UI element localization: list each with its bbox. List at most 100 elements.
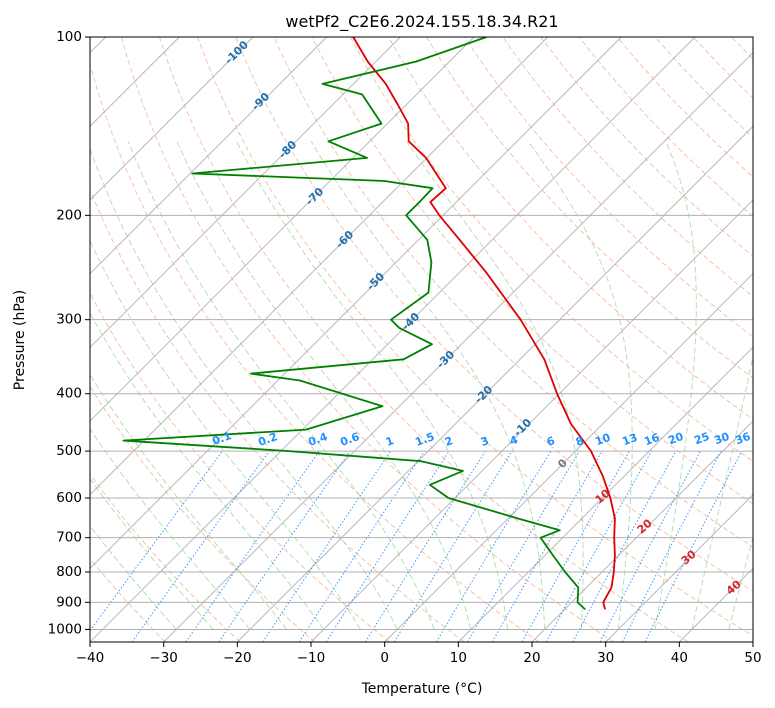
mixing-ratio-label: 16 (642, 431, 661, 449)
dry-adiabat-line (90, 292, 390, 642)
isotherm-line (90, 37, 548, 496)
mixing-ratio-line (90, 450, 223, 632)
mixing-ratio-label: 2 (443, 434, 455, 449)
mixing-ratio-label: 36 (733, 430, 752, 448)
mixing-ratio-line (325, 450, 450, 642)
mixing-ratio-line (364, 450, 486, 642)
isotherm-line (90, 37, 327, 275)
x-tick-label: 20 (523, 650, 540, 666)
mixing-ratio-line (644, 450, 743, 642)
mixing-ratio-line (545, 450, 653, 642)
dewpoint-profile-line (122, 37, 586, 611)
y-tick-label: 1000 (48, 621, 82, 637)
dry-adiabat-line (90, 188, 465, 642)
mixing-ratio-label: 1 (384, 434, 396, 449)
dry-adiabat-line (464, 37, 753, 338)
x-tick-label: 10 (450, 650, 467, 666)
mixing-ratio-line (435, 450, 552, 642)
y-tick-label: 400 (56, 386, 82, 402)
dry-adiabat-line (159, 37, 689, 642)
mixing-ratio-line (218, 450, 351, 642)
dry-adiabat-line (235, 37, 753, 592)
mixing-ratio-label: 3 (479, 434, 491, 449)
x-axis-label: Temperature (°C) (361, 681, 483, 697)
isotherm-line (237, 125, 753, 642)
pressure-gridlines (90, 37, 753, 630)
isotherm-line (531, 420, 753, 642)
dry-adiabat-line (273, 37, 753, 548)
y-tick-label: 600 (56, 490, 82, 506)
x-tick-label: 50 (744, 650, 761, 666)
y-tick-label: 800 (56, 564, 82, 580)
sounding-profiles (122, 37, 616, 611)
moist-adiabat-line (406, 141, 584, 630)
chart-title: wetPf2_C2E6.2024.155.18.34.R21 (285, 12, 558, 32)
isotherm-line (90, 37, 475, 422)
mixing-ratio-label: 1.5 (413, 430, 436, 449)
x-tick-label: 40 (671, 650, 688, 666)
x-tick-label: 0 (380, 650, 389, 666)
dry-adiabat-line (90, 473, 241, 642)
dry-adiabat-line (90, 557, 166, 642)
x-tick-label: −40 (76, 650, 105, 666)
mixing-ratio-label: 8 (574, 434, 586, 449)
x-axis: −40 −30 −20 −10 0 10 20 30 40 50 (76, 642, 762, 666)
dry-adiabat-line (120, 37, 614, 642)
mixing-ratio-label: 20 (666, 430, 685, 448)
mixing-ratio-line (185, 450, 320, 642)
mixing-ratio-label: 30 (712, 430, 731, 448)
moist-adiabat-line (90, 373, 288, 630)
moist-adiabat-line (90, 312, 324, 630)
y-tick-label: 900 (56, 594, 82, 610)
mixing-ratio-label: 25 (692, 430, 711, 447)
moist-adiabat-line (654, 141, 697, 630)
mixing-ratio-line (621, 450, 722, 642)
moist-adiabat-line (90, 147, 398, 630)
plot-frame (89, 36, 754, 643)
mixing-ratio-line (298, 450, 425, 642)
moist-adiabat-line (90, 239, 361, 630)
dry-adiabat-line (349, 37, 753, 462)
moist-adiabat-line (90, 478, 214, 630)
x-tick-label: −10 (297, 650, 326, 666)
moist-adiabat-line (90, 428, 251, 630)
isotherm-line (90, 37, 622, 569)
isotherm-line (90, 37, 254, 201)
mixing-ratio-label: 10 (593, 431, 612, 449)
dry-adiabat-line (90, 385, 315, 642)
moist-adiabat-line (691, 353, 753, 630)
y-tick-label: 100 (56, 29, 82, 45)
y-tick-label: 700 (56, 530, 82, 546)
mixing-ratio-line (521, 450, 630, 642)
y-tick-label: 300 (56, 312, 82, 328)
y-tick-label: 500 (56, 443, 82, 459)
isotherm-line (384, 273, 753, 642)
x-tick-label: 30 (597, 650, 614, 666)
mixing-ratio-line (131, 450, 270, 642)
isotherm-line (310, 199, 753, 642)
mixing-ratio-line (262, 450, 392, 642)
mixing-ratio-label: 0.2 (256, 430, 279, 449)
x-tick-label: −20 (223, 650, 252, 666)
x-tick-label: −30 (149, 650, 178, 666)
dry-adiabat-line (197, 37, 753, 637)
background-lines (90, 37, 753, 642)
mixing-ratio-label: 6 (545, 434, 557, 449)
mixing-ratio-label: 0.6 (338, 430, 361, 449)
mixing-ratio-label: 4 (508, 433, 520, 448)
dry-adiabat-line (90, 62, 540, 642)
isotherm-line (605, 494, 753, 642)
mixing-ratio-label: 0.1 (210, 429, 233, 448)
y-axis-label: Pressure (hPa) (12, 290, 28, 390)
moist-adiabat-line (310, 141, 546, 630)
moist-adiabat-line (236, 141, 509, 630)
dry-adiabat-line (426, 37, 753, 379)
mixing-ratio-label: 0.4 (306, 430, 329, 449)
y-axis: 100 200 300 400 500 600 700 800 900 1000 (48, 29, 90, 637)
isotherm-line (90, 37, 696, 642)
mixing-ratio-label: 13 (620, 431, 639, 448)
mixing-ratio-line (599, 450, 701, 642)
moist-adiabat-line (176, 141, 472, 630)
